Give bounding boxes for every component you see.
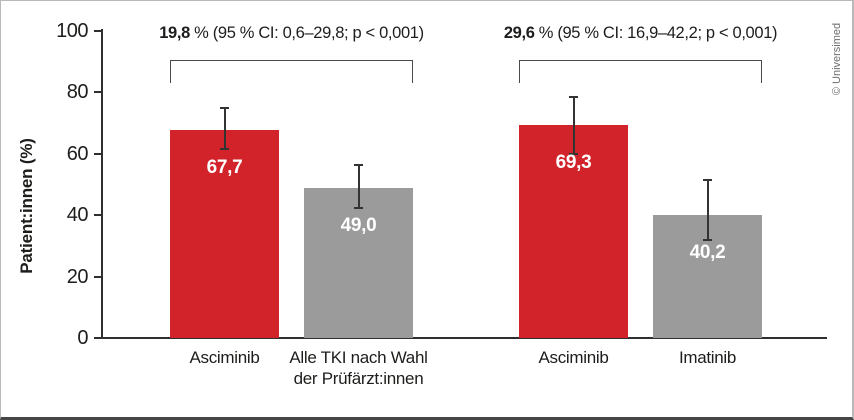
error-bar-cap-top (220, 106, 229, 109)
annotation-difference-value: 29,6 (503, 24, 535, 42)
annotation-difference-value: 19,8 (159, 24, 190, 42)
error-bar-line (572, 97, 575, 154)
y-tick-label: 40 (66, 204, 89, 227)
y-tick-label: 20 (66, 265, 89, 288)
bar-asciminib (170, 130, 279, 338)
bar-asciminib (519, 125, 628, 338)
annotation-ci-text: % (95 % CI: 16,9–42,2; p < 0,001) (534, 24, 778, 42)
x-axis-line (101, 337, 827, 339)
bar-category-label: Asciminib (189, 348, 260, 367)
y-tick-mark (94, 337, 102, 339)
difference-annotation: 19,8 % (95 % CI: 0,6–29,8; p < 0,001) (159, 24, 424, 43)
bar-category-label: Asciminib (538, 348, 609, 367)
y-tick-label: 100 (56, 20, 88, 42)
error-bar-line (357, 164, 360, 208)
y-tick-label: 80 (66, 81, 89, 104)
bar-value-label: 40,2 (689, 241, 726, 263)
error-bar-cap-bottom (220, 148, 229, 151)
bar-value-label: 67,7 (206, 157, 243, 179)
error-bar-line (706, 179, 709, 240)
error-bar-cap-bottom (703, 238, 712, 241)
bar-value-label: 69,3 (555, 152, 592, 174)
error-bar-line (223, 107, 226, 150)
y-tick-mark (94, 275, 102, 278)
bar-category-label: Alle TKI nach Wahl der Prüfärzt:innen (289, 348, 428, 388)
y-tick-mark (94, 91, 102, 94)
credit-text: © Universimed (831, 22, 843, 96)
y-tick-mark (94, 214, 102, 217)
error-bar-cap-bottom (569, 152, 578, 155)
y-tick-mark (94, 152, 102, 155)
bar-category-label: Imatinib (678, 348, 737, 367)
y-axis-line (101, 29, 103, 339)
difference-annotation: 29,6 % (95 % CI: 16,9–42,2; p < 0,001) (503, 24, 778, 43)
error-bar-cap-top (703, 178, 712, 181)
y-tick-label: 60 (66, 142, 89, 165)
bar-alle-tki-nach-wahl (304, 187, 413, 338)
error-bar-cap-bottom (354, 206, 363, 209)
bar-value-label: 49,0 (340, 214, 377, 236)
y-tick-mark (94, 30, 102, 32)
annotation-ci-text: % (95 % CI: 0,6–29,8; p < 0,001) (189, 24, 424, 42)
comparison-bracket (519, 60, 762, 83)
comparison-bracket (170, 60, 413, 83)
error-bar-cap-top (569, 96, 578, 98)
y-tick-label: 0 (77, 327, 88, 349)
error-bar-cap-top (354, 163, 363, 166)
